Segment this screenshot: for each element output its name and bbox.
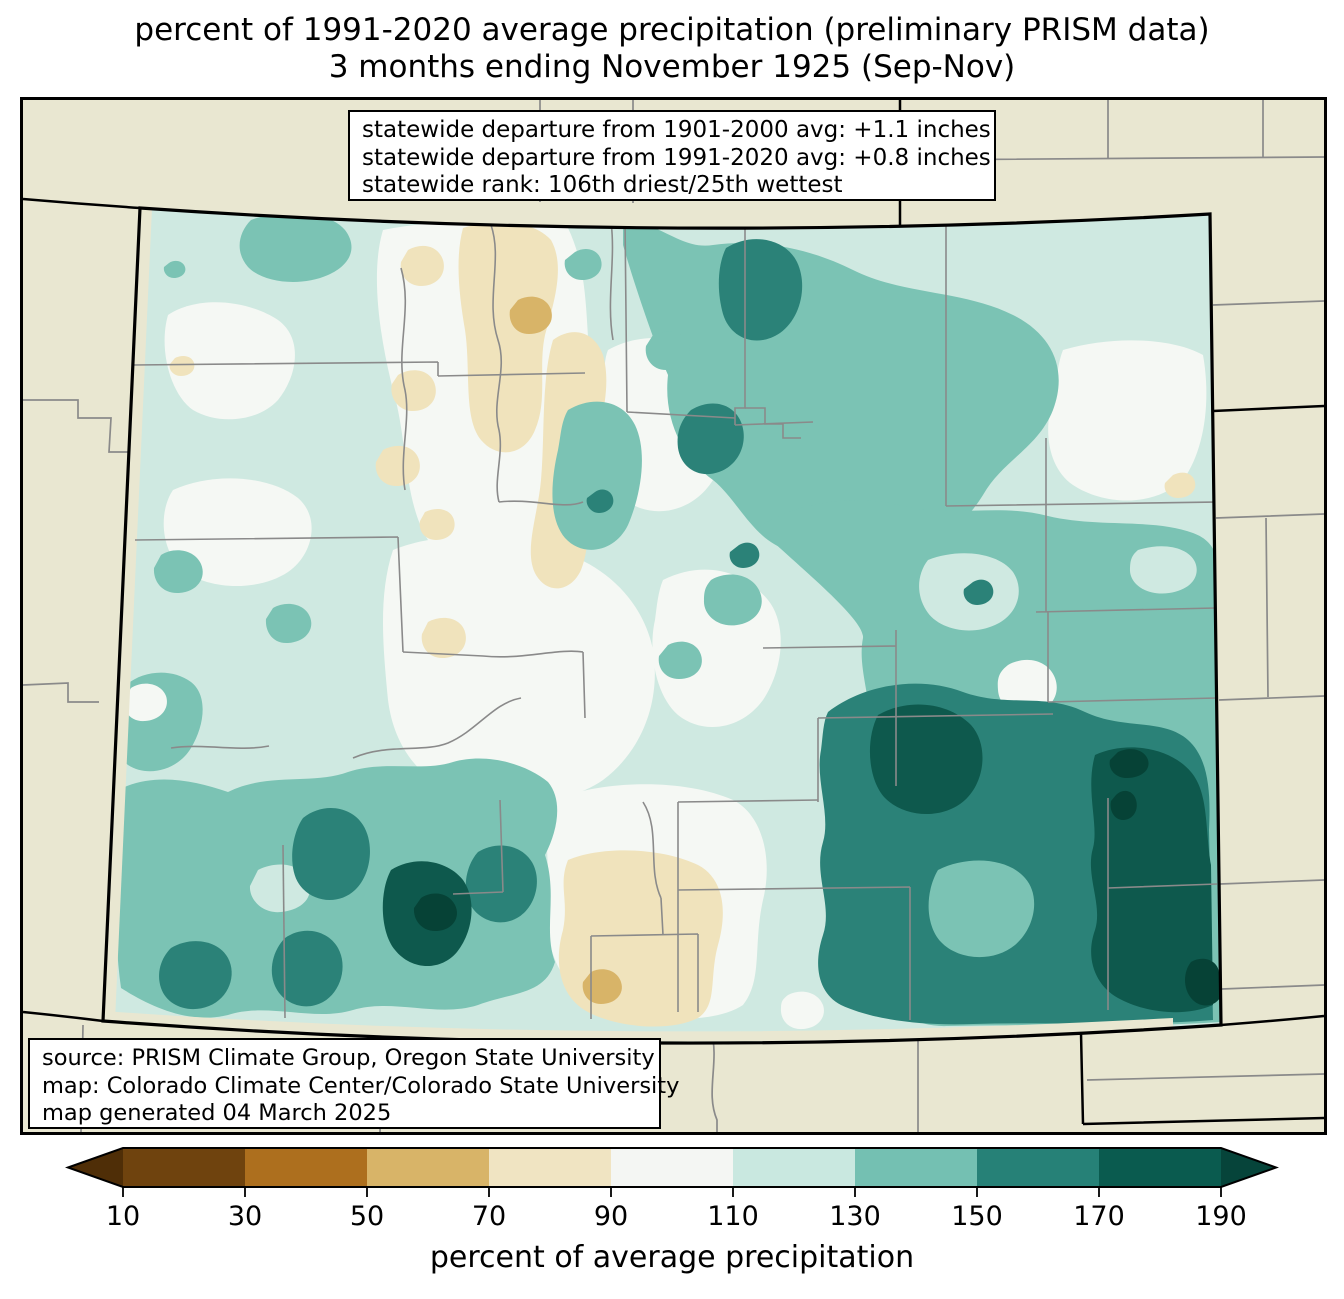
colorbar-over-arrow	[1221, 1148, 1276, 1187]
colorbar: 10 30 50 70 90 110 130 150 170 190 perce…	[0, 1140, 1344, 1299]
colorbar-under-arrow	[68, 1148, 123, 1187]
tick-label-10: 10	[106, 1201, 140, 1232]
colorbar-segments	[68, 1148, 1276, 1187]
colorbar-seg-10-30	[123, 1148, 245, 1187]
tick-label-130: 130	[829, 1201, 881, 1232]
colorbar-seg-170-190	[1099, 1148, 1221, 1187]
chart-title-line1: percent of 1991-2020 average precipitati…	[134, 12, 1210, 48]
contour-level-gt190	[413, 749, 1220, 1006]
colorbar-tick-labels: 10 30 50 70 90 110 130 150 170 190	[106, 1201, 1247, 1232]
source-line-1: source: PRISM Climate Group, Oregon Stat…	[42, 1045, 655, 1071]
colorbar-ticks	[122, 1187, 1222, 1197]
stats-line-1: statewide departure from 1901-2000 avg: …	[362, 117, 991, 143]
colorbar-seg-90-110	[611, 1148, 733, 1187]
colorbar-svg: 10 30 50 70 90 110 130 150 170 190 perce…	[65, 1147, 1279, 1275]
tick-label-110: 110	[707, 1201, 759, 1232]
stats-line-2: statewide departure from 1991-2020 avg: …	[362, 144, 991, 171]
tick-label-30: 30	[228, 1201, 262, 1232]
colorado-precip-map	[23, 100, 1324, 1132]
tick-label-190: 190	[1195, 1201, 1247, 1232]
grid-edge-slivers	[103, 208, 1173, 1042]
tick-label-90: 90	[594, 1201, 628, 1232]
colorbar-seg-50-70	[367, 1148, 489, 1187]
colorbar-seg-110-130	[733, 1148, 855, 1187]
contour-pocket-130-150	[928, 860, 1035, 958]
colorbar-seg-150-170	[977, 1148, 1099, 1187]
contour-level-50-70	[509, 296, 622, 1004]
map-frame	[20, 97, 1327, 1135]
colorbar-axis-label: percent of average precipitation	[430, 1240, 914, 1275]
chart-title: percent of 1991-2020 average precipitati…	[0, 12, 1344, 86]
tick-label-170: 170	[1073, 1201, 1125, 1232]
tick-label-50: 50	[350, 1201, 384, 1232]
statewide-stats-box: statewide departure from 1901-2000 avg: …	[348, 110, 996, 201]
colorado-county-lines	[132, 217, 1218, 1020]
source-credits-box: source: PRISM Climate Group, Oregon Stat…	[28, 1038, 680, 1129]
colorbar-seg-70-90	[489, 1148, 611, 1187]
colorbar-seg-130-150	[855, 1148, 977, 1187]
chart-title-line2: 3 months ending November 1925 (Sep-Nov)	[328, 49, 1016, 85]
tick-label-150: 150	[951, 1201, 1003, 1232]
colorbar-seg-30-50	[245, 1148, 367, 1187]
stats-line-3: statewide rank: 106th driest/25th wettes…	[362, 172, 843, 198]
tick-label-70: 70	[472, 1201, 506, 1232]
source-line-2: map: Colorado Climate Center/Colorado St…	[42, 1072, 680, 1099]
source-line-3: map generated 04 March 2025	[42, 1100, 392, 1126]
